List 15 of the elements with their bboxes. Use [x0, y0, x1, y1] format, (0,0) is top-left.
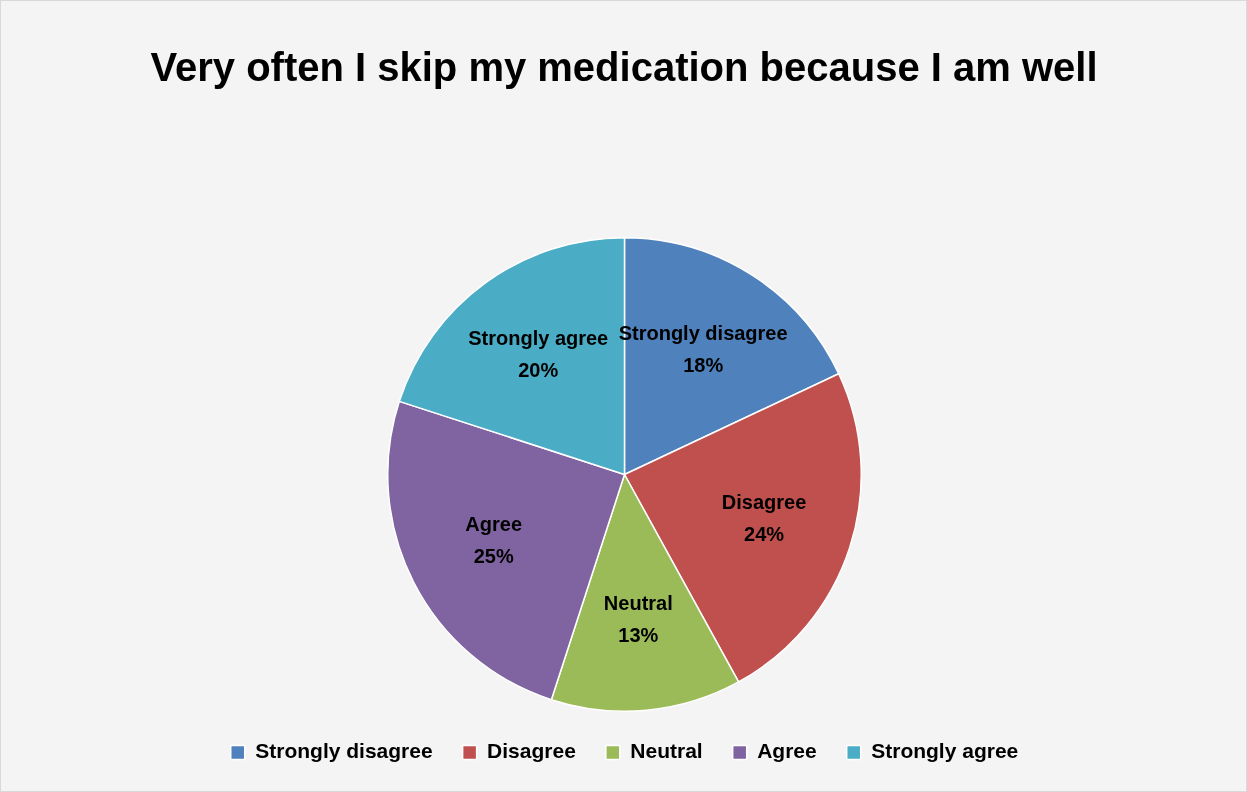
legend-label: Strongly disagree	[255, 739, 433, 763]
slice-label: Neutral	[603, 592, 673, 615]
data-label: 18%	[683, 354, 724, 377]
legend-label: Agree	[757, 739, 817, 763]
legend-label: Strongly agree	[871, 739, 1019, 763]
legend-label: Disagree	[487, 739, 576, 763]
slice-label: Disagree	[721, 491, 807, 514]
data-label: 13%	[618, 624, 659, 647]
data-label: 20%	[518, 359, 559, 382]
slice-label: Strongly agree	[468, 327, 609, 350]
legend-label: Neutral	[630, 739, 703, 763]
slice-label: Agree	[465, 512, 523, 535]
data-label: 24%	[744, 523, 785, 546]
chart-title: Very often I skip my medication because I am well	[149, 44, 1099, 91]
data-label: 25%	[473, 544, 514, 567]
